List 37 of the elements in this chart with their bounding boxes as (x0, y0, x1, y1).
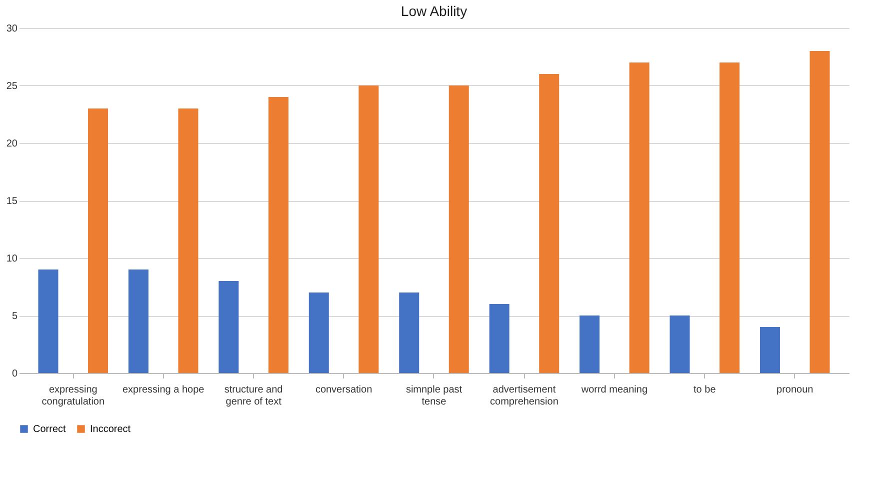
bar (88, 108, 108, 373)
y-tick-label: 20 (6, 138, 18, 150)
bar (399, 292, 420, 373)
bar (539, 74, 560, 373)
x-tick-label: conversation (315, 384, 372, 396)
legend-label: Correct (33, 424, 66, 435)
bar (760, 327, 780, 373)
bar (178, 108, 198, 373)
y-tick-label: 30 (6, 24, 18, 34)
chart-title: Low Ability (400, 3, 468, 19)
bar (489, 304, 510, 373)
x-tick-label: pronoun (776, 384, 814, 396)
bar (38, 270, 58, 373)
y-tick-label: 15 (6, 196, 18, 207)
x-tick-label: worrd meaning (580, 384, 648, 396)
x-tick-label: structure and genre of text (224, 384, 283, 408)
x-tick-label: to be (694, 384, 716, 396)
y-tick-label: 25 (6, 81, 18, 92)
legend-label: Inccorect (90, 424, 131, 435)
bar (580, 316, 600, 373)
bar (128, 270, 148, 373)
bar (448, 86, 469, 373)
x-tick-label: expressing a hope (122, 384, 205, 396)
bar (308, 292, 329, 373)
x-tick-label: simnple past tense (406, 384, 462, 408)
bar (670, 316, 690, 373)
bar (218, 281, 239, 373)
y-tick-label: 0 (12, 368, 18, 380)
bar (268, 97, 288, 373)
y-tick-label: 10 (6, 254, 18, 264)
bar (358, 86, 379, 373)
bar (720, 62, 740, 373)
bar (810, 51, 830, 373)
x-tick-label: advertisement comprehension (490, 384, 558, 408)
bar (629, 62, 650, 373)
x-tick-label: expressing congratulation (42, 384, 105, 408)
y-tick-label: 5 (12, 311, 18, 322)
